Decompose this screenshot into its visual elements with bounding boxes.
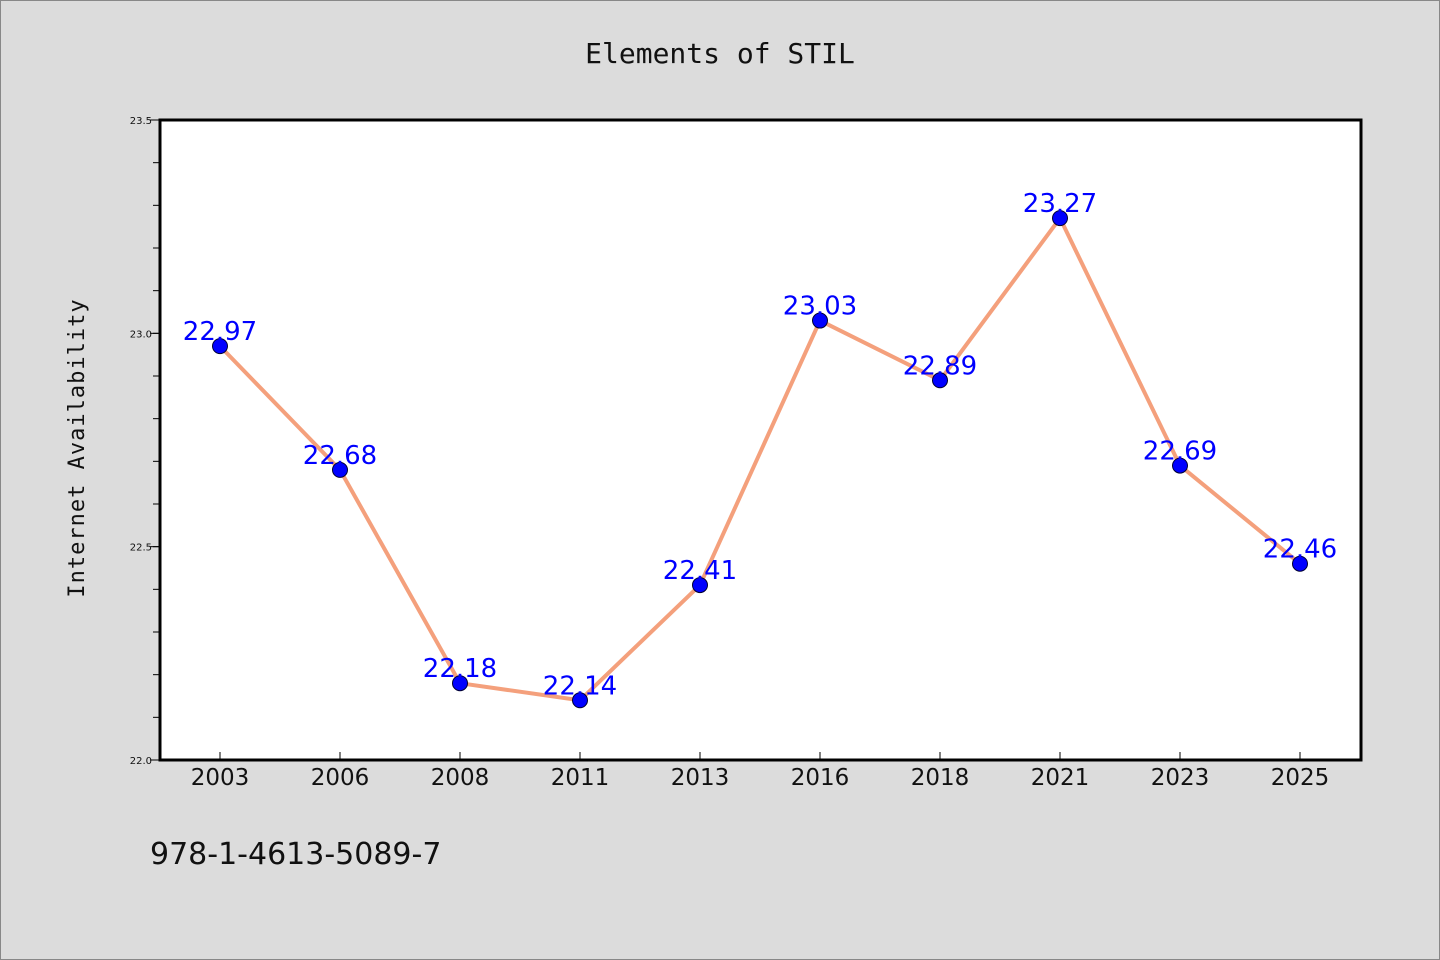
data-label: 22.14	[543, 671, 617, 701]
x-tick-label: 2006	[311, 765, 370, 791]
data-point	[212, 338, 228, 355]
x-tick-label: 2003	[191, 765, 250, 791]
data-label: 22.97	[183, 317, 257, 347]
x-tick-label: 2011	[551, 765, 610, 791]
y-tick-label: 22.5	[130, 543, 152, 554]
series-markers	[212, 210, 1308, 709]
data-labels: 22.97 22.68 22.18 22.14 22.41 23.03 22.89 23.27…	[183, 189, 1337, 701]
data-point	[1172, 457, 1188, 474]
x-tick-label: 2018	[911, 765, 970, 791]
plot-frame	[158, 118, 1363, 762]
data-point	[932, 372, 948, 389]
x-tick-label: 2008	[431, 765, 490, 791]
y-axis-label: Internet Availability	[65, 298, 90, 597]
x-tick-label: 2021	[1031, 765, 1090, 791]
plot-area	[160, 120, 1361, 760]
data-point	[572, 692, 588, 709]
y-tick-label: 22.0	[130, 756, 152, 767]
x-axis-ticks: 2003 2006 2008 2011 2013 2016 2018 2021 2023 2025	[191, 752, 1330, 791]
chart-title: Elements of STIL	[585, 37, 855, 70]
data-label: 23.03	[783, 292, 857, 322]
data-point	[692, 577, 708, 594]
data-point	[332, 461, 348, 478]
data-label: 23.27	[1023, 189, 1097, 219]
data-point	[812, 312, 828, 329]
series-line	[218, 216, 1302, 703]
data-label: 22.68	[303, 441, 377, 471]
data-point	[1052, 210, 1068, 227]
data-point	[1292, 555, 1308, 572]
y-axis-ticks: 22.0 22.5 23.0 23.5	[130, 116, 160, 767]
x-tick-label: 2016	[791, 765, 850, 791]
data-label: 22.18	[423, 654, 497, 684]
data-point	[452, 675, 468, 692]
x-tick-label: 2025	[1271, 765, 1330, 791]
data-label: 22.69	[1143, 437, 1217, 467]
y-tick-label: 23.5	[130, 116, 152, 127]
data-label: 22.41	[663, 556, 737, 586]
y-tick-label: 23.0	[130, 329, 152, 340]
isbn-label: 978-1-4613-5089-7	[150, 837, 441, 872]
data-label: 22.89	[903, 351, 977, 381]
x-tick-label: 2013	[671, 765, 730, 791]
data-label: 22.46	[1263, 535, 1337, 565]
x-tick-label: 2023	[1151, 765, 1210, 791]
